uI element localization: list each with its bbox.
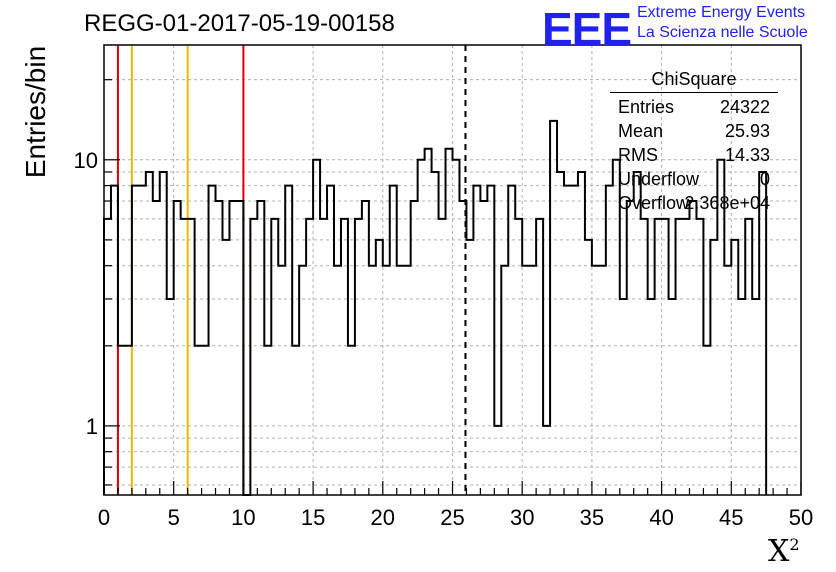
x-tick-label: 20 <box>371 505 395 530</box>
stats-value: 25.93 <box>724 121 770 141</box>
stats-value: 24322 <box>719 97 770 117</box>
x-tick-label: 0 <box>98 505 110 530</box>
histogram-line <box>103 119 768 496</box>
stats-row-overflow: Overflow 2.368e+04 <box>610 191 778 215</box>
x-tick-label: 30 <box>510 505 534 530</box>
grid-lines <box>104 45 801 495</box>
stats-value: 14.33 <box>724 145 770 165</box>
x-tick-label: 10 <box>231 505 255 530</box>
stats-key: Overflow <box>618 193 690 213</box>
stats-key: Entries <box>618 97 675 117</box>
stats-key: Underflow <box>618 169 700 189</box>
stats-key: RMS <box>618 145 658 165</box>
stats-title: ChiSquare <box>651 69 737 89</box>
axis-tick-labels: 0 5 10 15 20 25 30 35 40 45 50 1 10 <box>74 148 814 530</box>
x-tick-label: 40 <box>649 505 673 530</box>
chart-title: REGG-01-2017-05-19-00158 <box>84 10 395 37</box>
logo-line-2: La Scienza nelle Scuole <box>637 24 808 41</box>
eee-logo: EEE <box>542 3 632 55</box>
stats-value: 0 <box>759 169 770 189</box>
x-tick-label: 35 <box>580 505 604 530</box>
x-tick-label: 45 <box>719 505 743 530</box>
stats-key: Mean <box>618 121 664 141</box>
stats-box: ChiSquare Entries 24322 Mean 25.93 RMS 1… <box>610 66 778 215</box>
stats-row-underflow: Underflow 0 <box>610 167 778 191</box>
stats-value: 2.368e+04 <box>684 193 770 213</box>
stats-row-entries: Entries 24322 <box>610 95 778 119</box>
axis-ticks <box>103 79 802 495</box>
y-axis-label: Entries/bin <box>20 45 51 179</box>
x-axis-label: X2 <box>768 534 800 569</box>
logo-line-1: Extreme Energy Events <box>637 4 806 21</box>
x-tick-label: 50 <box>789 505 813 530</box>
stats-row-rms: RMS 14.33 <box>610 143 778 167</box>
stats-row-mean: Mean 25.93 <box>610 119 778 143</box>
x-tick-label: 5 <box>168 505 180 530</box>
y-tick-label: 10 <box>74 148 98 173</box>
y-tick-label: 1 <box>86 414 98 439</box>
x-tick-label: 15 <box>301 505 325 530</box>
stats-divider <box>610 92 778 93</box>
x-tick-label: 25 <box>440 505 464 530</box>
